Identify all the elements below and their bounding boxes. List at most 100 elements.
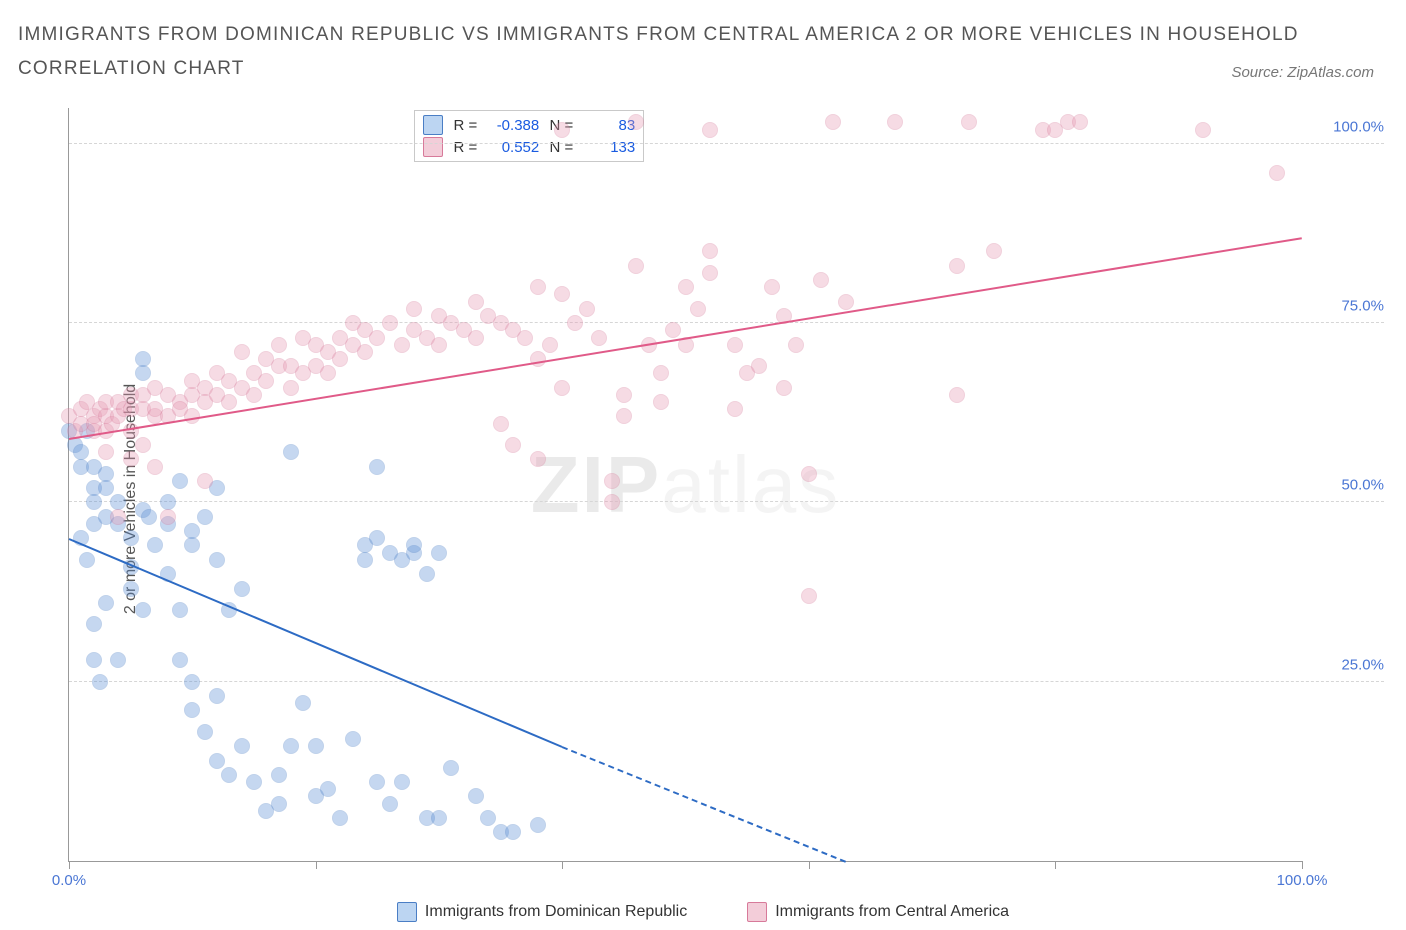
data-point <box>530 451 546 467</box>
data-point <box>197 724 213 740</box>
gridline <box>69 501 1384 502</box>
data-point <box>234 738 250 754</box>
data-point <box>961 114 977 130</box>
data-point <box>209 552 225 568</box>
x-tick <box>1302 861 1303 869</box>
data-point <box>788 337 804 353</box>
data-point <box>135 351 151 367</box>
data-point <box>172 602 188 618</box>
chart-title-block: Immigrants from Dominican Republic vs Im… <box>0 0 1406 94</box>
data-point <box>949 387 965 403</box>
data-point <box>160 509 176 525</box>
stat-n-label: N = <box>545 139 573 156</box>
correlation-stats-box: R =-0.388N =83R =0.552N =133 <box>414 110 644 162</box>
data-point <box>221 767 237 783</box>
data-point <box>1269 165 1285 181</box>
data-point <box>308 738 324 754</box>
watermark-zip: ZIP <box>531 440 661 529</box>
stat-n-value: 83 <box>579 117 635 134</box>
data-point <box>320 365 336 381</box>
data-point <box>184 702 200 718</box>
data-point <box>123 451 139 467</box>
data-point <box>604 494 620 510</box>
data-point <box>702 265 718 281</box>
data-point <box>505 437 521 453</box>
y-tick-label: 100.0% <box>1333 118 1384 135</box>
data-point <box>123 581 139 597</box>
data-point <box>357 552 373 568</box>
stat-r-value: 0.552 <box>483 139 539 156</box>
legend-swatch <box>397 902 417 922</box>
data-point <box>271 767 287 783</box>
data-point <box>209 688 225 704</box>
data-point <box>986 243 1002 259</box>
x-tick <box>562 861 563 869</box>
data-point <box>406 537 422 553</box>
y-tick-label: 25.0% <box>1341 656 1384 673</box>
stat-r-label: R = <box>449 117 477 134</box>
data-point <box>147 537 163 553</box>
data-point <box>616 408 632 424</box>
gridline <box>69 681 1384 682</box>
data-point <box>394 337 410 353</box>
data-point <box>653 394 669 410</box>
y-tick-label: 75.0% <box>1341 298 1384 315</box>
data-point <box>234 581 250 597</box>
data-point <box>727 337 743 353</box>
legend-swatch <box>747 902 767 922</box>
data-point <box>110 652 126 668</box>
data-point <box>332 810 348 826</box>
data-point <box>357 344 373 360</box>
data-point <box>505 824 521 840</box>
trend-line <box>69 538 563 748</box>
series-swatch <box>423 115 443 135</box>
data-point <box>221 394 237 410</box>
data-point <box>369 459 385 475</box>
data-point <box>690 301 706 317</box>
data-point <box>135 602 151 618</box>
watermark: ZIPatlas <box>531 439 840 531</box>
data-point <box>554 122 570 138</box>
data-point <box>887 114 903 130</box>
x-tick <box>1055 861 1056 869</box>
data-point <box>431 337 447 353</box>
trend-line-extrapolated <box>562 746 846 863</box>
data-point <box>98 480 114 496</box>
data-point <box>838 294 854 310</box>
data-point <box>517 330 533 346</box>
data-point <box>271 796 287 812</box>
data-point <box>184 674 200 690</box>
data-point <box>197 509 213 525</box>
x-tick-label: 100.0% <box>1277 872 1328 889</box>
x-tick <box>809 861 810 869</box>
data-point <box>172 652 188 668</box>
data-point <box>542 337 558 353</box>
data-point <box>480 810 496 826</box>
data-point <box>197 473 213 489</box>
data-point <box>628 258 644 274</box>
data-point <box>949 258 965 274</box>
data-point <box>813 272 829 288</box>
title-line-2: Correlation Chart <box>18 52 1388 86</box>
scatter-plot: ZIPatlas R =-0.388N =83R =0.552N =133 25… <box>68 108 1302 862</box>
data-point <box>530 279 546 295</box>
stats-row: R =-0.388N =83 <box>423 114 635 136</box>
legend-label: Immigrants from Central America <box>775 903 1009 921</box>
data-point <box>751 358 767 374</box>
data-point <box>184 537 200 553</box>
data-point <box>92 674 108 690</box>
data-point <box>234 344 250 360</box>
data-point <box>776 380 792 396</box>
series-swatch <box>423 137 443 157</box>
data-point <box>98 444 114 460</box>
data-point <box>665 322 681 338</box>
data-point <box>678 279 694 295</box>
data-point <box>209 753 225 769</box>
data-point <box>320 781 336 797</box>
chart-area: 2 or more Vehicles in Household ZIPatlas… <box>50 108 1392 890</box>
data-point <box>1195 122 1211 138</box>
data-point <box>764 279 780 295</box>
data-point <box>468 788 484 804</box>
legend-label: Immigrants from Dominican Republic <box>425 903 687 921</box>
data-point <box>172 473 188 489</box>
